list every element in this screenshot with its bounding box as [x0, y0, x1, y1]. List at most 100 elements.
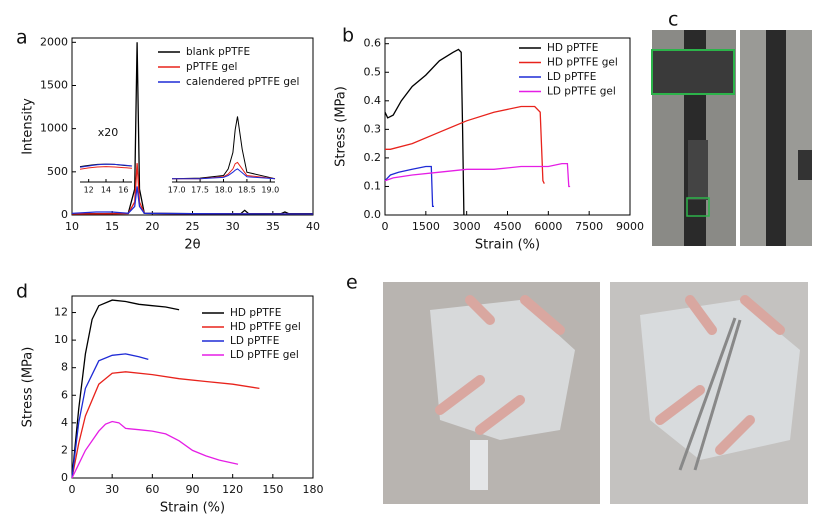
data-line: [384, 165, 434, 208]
x-tick-label: 4500: [494, 220, 522, 233]
x-tick-label: 15: [105, 220, 119, 233]
x-tick-label: 20: [145, 220, 159, 233]
x-axis-title: 2θ: [184, 238, 200, 253]
plot-frame: [71, 37, 314, 216]
inset-x-tick-label: 18.0: [215, 186, 233, 195]
data-line: [79, 163, 133, 168]
y-tick-label: 12: [54, 306, 68, 319]
x-tick-label: 25: [186, 220, 200, 233]
y-tick-label: 0: [61, 208, 68, 221]
x-tick-label: 1500: [412, 220, 440, 233]
y-tick-label: 0.3: [364, 122, 382, 135]
tweezers: [678, 317, 742, 471]
data-line: [384, 48, 465, 216]
legend-label: LD pPTFE gel: [547, 86, 616, 98]
film: [640, 300, 800, 460]
legend-label: HD pPTFE gel: [230, 321, 301, 333]
data-line: [172, 161, 276, 180]
panel-label: c: [668, 9, 678, 31]
x-tick-label: 40: [306, 220, 320, 233]
x-tick-label: 10: [65, 220, 79, 233]
legend-label: HD pPTFE: [230, 307, 281, 319]
y-tick-label: 1500: [40, 78, 68, 91]
y-tick-label: 0.6: [364, 37, 382, 50]
x-tick-label: 6000: [534, 220, 562, 233]
y-tick-label: 0: [61, 471, 68, 484]
x-tick-label: 120: [222, 483, 243, 496]
annotation: x20: [98, 126, 119, 139]
plot-frame: [384, 37, 631, 216]
y-axis-title: Stress (MPa): [334, 86, 349, 167]
inset-x-tick-label: 17.0: [168, 186, 186, 195]
inset-x-tick-label: 14: [101, 186, 111, 195]
fingers: [655, 295, 785, 455]
panel-label: b: [342, 25, 354, 47]
plot-frame: [71, 295, 314, 479]
y-tick-label: 0.1: [364, 179, 382, 192]
x-tick-label: 0: [382, 220, 389, 233]
x-tick-label: 150: [262, 483, 283, 496]
data-line: [385, 105, 545, 184]
data-line: [71, 420, 239, 479]
legend-label: pPTFE gel: [186, 61, 237, 73]
inset-x-tick-label: 16: [118, 186, 128, 195]
data-line: [79, 166, 133, 170]
legend-label: HD pPTFE: [547, 42, 598, 54]
inset-x-tick-label: 19.0: [261, 186, 279, 195]
y-tick-label: 1000: [40, 122, 68, 135]
photo-e: [383, 282, 808, 504]
x-tick-label: 180: [303, 483, 324, 496]
fingers: [435, 295, 565, 435]
y-tick-label: 10: [54, 333, 68, 346]
inset-x-tick-label: 12: [84, 186, 94, 195]
data-line: [71, 353, 149, 479]
legend-label: HD pPTFE gel: [547, 57, 618, 69]
data-line: [171, 116, 276, 180]
inset-x-tick-label: 18.5: [238, 186, 256, 195]
y-tick-label: 0.2: [364, 151, 382, 164]
data-line: [71, 186, 314, 215]
legend-label: calendered pPTFE gel: [186, 76, 299, 88]
x-tick-label: 35: [266, 220, 280, 233]
x-tick-label: 7500: [575, 220, 603, 233]
zoom-box: [686, 197, 710, 217]
legend-label: LD pPTFE gel: [230, 349, 299, 361]
x-tick-label: 90: [186, 483, 200, 496]
y-tick-label: 2: [61, 443, 68, 456]
panel-label: e: [346, 272, 358, 294]
y-tick-label: 6: [61, 388, 68, 401]
data-line: [384, 162, 571, 188]
photo-c: [651, 30, 812, 246]
inset-x-tick-label: 17.5: [191, 186, 209, 195]
x-tick-label: 9000: [616, 220, 644, 233]
panel-label: d: [16, 281, 28, 303]
film-strand: [470, 440, 488, 490]
y-axis-title: Intensity: [21, 98, 36, 155]
y-tick-label: 0.0: [364, 208, 382, 221]
x-tick-label: 30: [105, 483, 119, 496]
legend-label: LD pPTFE: [547, 71, 596, 83]
film: [430, 300, 575, 440]
y-tick-label: 8: [61, 361, 68, 374]
legend-label: LD pPTFE: [230, 335, 279, 347]
y-axis-title: Stress (MPa): [21, 347, 36, 428]
x-tick-label: 0: [69, 483, 76, 496]
y-tick-label: 4: [61, 416, 68, 429]
x-tick-label: 3000: [453, 220, 481, 233]
data-line: [71, 299, 180, 479]
x-axis-title: Strain (%): [475, 238, 540, 253]
x-tick-label: 30: [226, 220, 240, 233]
photo-detail: [766, 30, 786, 246]
data-line: [71, 371, 260, 479]
legend-label: blank pPTFE: [186, 46, 250, 58]
y-tick-label: 2000: [40, 35, 68, 48]
photo-detail: [798, 150, 812, 180]
data-line: [172, 168, 276, 180]
y-tick-label: 500: [47, 165, 68, 178]
y-tick-label: 0.4: [364, 94, 382, 107]
y-tick-label: 0.5: [364, 65, 382, 78]
x-axis-title: Strain (%): [160, 501, 225, 516]
zoom-box: [651, 49, 735, 95]
